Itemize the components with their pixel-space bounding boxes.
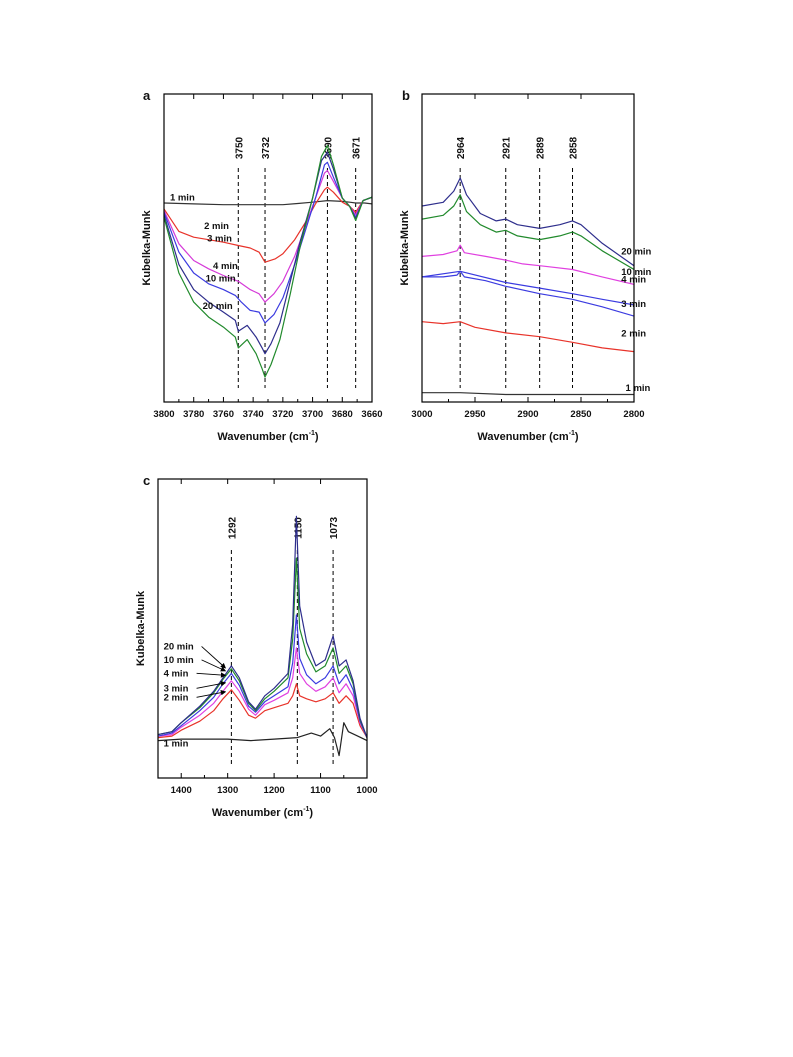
axes-frame <box>421 93 635 403</box>
series-label: 1 min <box>170 193 195 204</box>
series-label: 4 min <box>213 261 238 272</box>
y-axis-label: Kubelka-Munk <box>399 210 411 286</box>
series-line <box>164 200 372 206</box>
ref-line-label: 2921 <box>502 136 513 159</box>
ref-line-label: 3732 <box>261 136 272 159</box>
series-line <box>158 683 367 739</box>
label-arrow <box>196 681 227 689</box>
x-tick-label: 3760 <box>213 409 234 420</box>
series-group <box>164 145 372 378</box>
x-tick-label: 3740 <box>243 409 264 420</box>
ref-line-label: 3690 <box>323 136 334 159</box>
series-label: 1 min <box>164 739 189 750</box>
x-tick-label: 3000 <box>411 409 432 420</box>
series-label: 3 min <box>207 233 232 244</box>
x-tick-label: 2850 <box>570 409 591 420</box>
series-group <box>158 515 367 757</box>
y-axis-label: Kubelka-Munk <box>141 210 153 286</box>
series-line <box>422 321 634 353</box>
x-tick-label: 3720 <box>272 409 293 420</box>
series-line <box>422 270 634 306</box>
x-tick-label: 3700 <box>302 409 323 420</box>
series-label: 2 min <box>164 692 189 703</box>
y-axis-label: Kubelka-Munk <box>135 590 147 666</box>
ref-line-label: 3671 <box>352 136 363 159</box>
series-line <box>422 392 634 396</box>
series-label: 20 min <box>164 641 194 652</box>
panel-letter: c <box>143 473 150 488</box>
series-line <box>158 647 367 738</box>
series-line <box>158 614 367 738</box>
x-axis-label: Wavenumber (cm-1) <box>217 430 319 443</box>
x-tick-label: 3800 <box>153 409 174 420</box>
series-line <box>422 270 634 317</box>
x-tick-label: 2950 <box>464 409 485 420</box>
x-tick-label: 1200 <box>264 785 285 796</box>
series-line <box>164 186 372 263</box>
label-arrow <box>196 672 227 678</box>
series-label: 4 min <box>164 668 189 679</box>
ref-line-label: 2858 <box>569 136 580 159</box>
series-line <box>164 151 372 355</box>
series-label: 2 min <box>204 221 229 232</box>
x-axis-label: Wavenumber (cm-1) <box>477 430 579 443</box>
x-tick-label: 2900 <box>517 409 538 420</box>
x-tick-label: 3660 <box>361 409 382 420</box>
x-axis-label: Wavenumber (cm-1) <box>212 806 314 819</box>
series-label: 10 min <box>206 273 236 284</box>
series-label: 10 min <box>621 267 651 278</box>
ref-line-label: 2964 <box>456 136 467 159</box>
series-line <box>158 557 367 738</box>
series-label: 10 min <box>164 655 194 666</box>
series-line <box>158 515 367 738</box>
series-line <box>422 194 634 271</box>
x-tick-label: 1100 <box>310 785 331 796</box>
label-arrow <box>196 689 227 698</box>
panel-letter: b <box>402 88 410 103</box>
ref-line-label: 1292 <box>227 516 238 539</box>
series-line <box>422 177 634 267</box>
ref-line-label: 2889 <box>536 136 547 159</box>
axes-frame <box>157 478 368 779</box>
x-tick-label: 3680 <box>332 409 353 420</box>
panel-letter: a <box>143 88 151 103</box>
ref-line-label: 1073 <box>329 516 340 539</box>
series-group <box>422 177 634 396</box>
ref-line-label: 1150 <box>293 517 304 539</box>
x-tick-label: 1400 <box>171 785 192 796</box>
series-label: 1 min <box>626 383 651 394</box>
series-line <box>422 244 634 285</box>
x-tick-label: 3780 <box>183 409 204 420</box>
x-tick-label: 1000 <box>356 785 377 796</box>
x-tick-label: 2800 <box>623 409 644 420</box>
series-line <box>164 145 372 378</box>
label-arrow <box>201 646 227 669</box>
x-tick-label: 1300 <box>217 785 238 796</box>
ref-line-label: 3750 <box>234 136 245 159</box>
series-label: 20 min <box>203 301 233 312</box>
label-arrow <box>201 659 227 672</box>
series-label: 3 min <box>164 683 189 694</box>
series-label: 20 min <box>621 247 651 258</box>
series-line <box>158 722 367 757</box>
